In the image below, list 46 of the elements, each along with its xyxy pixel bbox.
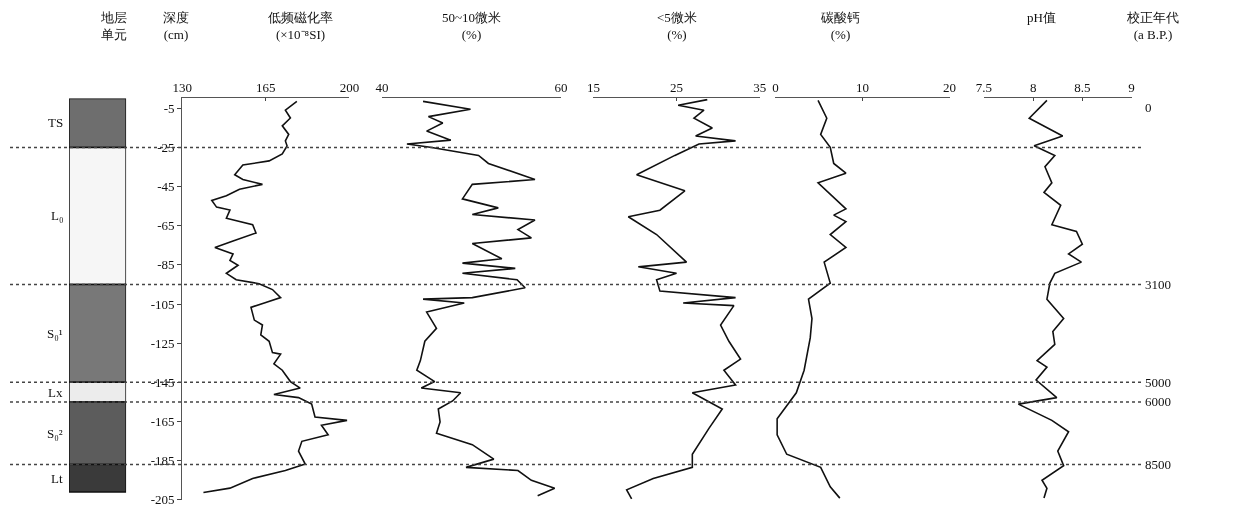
x-tick-label: 7.5 xyxy=(975,80,993,96)
x-tick-label: 9 xyxy=(1128,80,1135,96)
chart-title: 50~10微米 (%) xyxy=(442,10,502,42)
chart-title: 碳酸钙 (%) xyxy=(820,10,860,42)
text: 6000 xyxy=(1145,394,1171,409)
x-tick-label: 8 xyxy=(1029,80,1037,96)
y-tick-label: -5 xyxy=(163,100,175,116)
y-tick-label: -145 xyxy=(150,374,175,390)
y-tick-label: -45 xyxy=(157,179,175,195)
text: 0 xyxy=(1145,100,1152,115)
x-tick-label: 0 xyxy=(772,80,779,96)
y-tick-label: -205 xyxy=(150,492,175,508)
series-label: Lx xyxy=(48,385,63,400)
chart-title: pH值 xyxy=(1027,10,1056,25)
x-tick-label: 130 xyxy=(172,80,192,96)
text: 5000 xyxy=(1145,375,1171,390)
x-tick-label: 20 xyxy=(943,80,957,96)
y-tick-label: -105 xyxy=(150,296,175,312)
x-tick-label: 25 xyxy=(670,80,684,96)
x-tick-label: 200 xyxy=(339,80,360,96)
y-tick-label: -85 xyxy=(157,257,175,273)
y-tick-label: -185 xyxy=(150,453,175,469)
y-tick-label: -125 xyxy=(150,335,175,351)
x-tick-label: 165 xyxy=(256,80,276,96)
series-label: TS xyxy=(48,115,64,130)
x-tick-label: 10 xyxy=(855,80,869,96)
line-series xyxy=(202,100,348,494)
y-tick-label: -165 xyxy=(150,414,175,430)
text: 8500 xyxy=(1145,457,1171,472)
x-tick-label: 40 xyxy=(375,80,389,96)
series-label: L₀ xyxy=(51,208,64,223)
y-axis-title: 深度 (cm) xyxy=(163,10,189,42)
series-label: Lt xyxy=(51,471,63,486)
y-tick-label: -65 xyxy=(157,218,175,234)
text: 校正年代 (a B.P.) xyxy=(1126,10,1179,42)
series-label: S₀² xyxy=(47,426,63,441)
series-label: S₀¹ xyxy=(47,326,63,341)
x-tick-label: 60 xyxy=(554,80,568,96)
text: 3100 xyxy=(1145,277,1171,292)
x-tick-label: 8.5 xyxy=(1074,80,1091,96)
y-tick-label: -25 xyxy=(157,139,175,155)
chart-title: <5微米 (%) xyxy=(657,10,697,42)
x-tick-label: 15 xyxy=(586,80,600,96)
chart-title: 地层单元 xyxy=(100,10,127,42)
chart-title: 低频磁化率 (×10⁻⁸SI) xyxy=(268,10,333,42)
x-tick-label: 35 xyxy=(753,80,767,96)
